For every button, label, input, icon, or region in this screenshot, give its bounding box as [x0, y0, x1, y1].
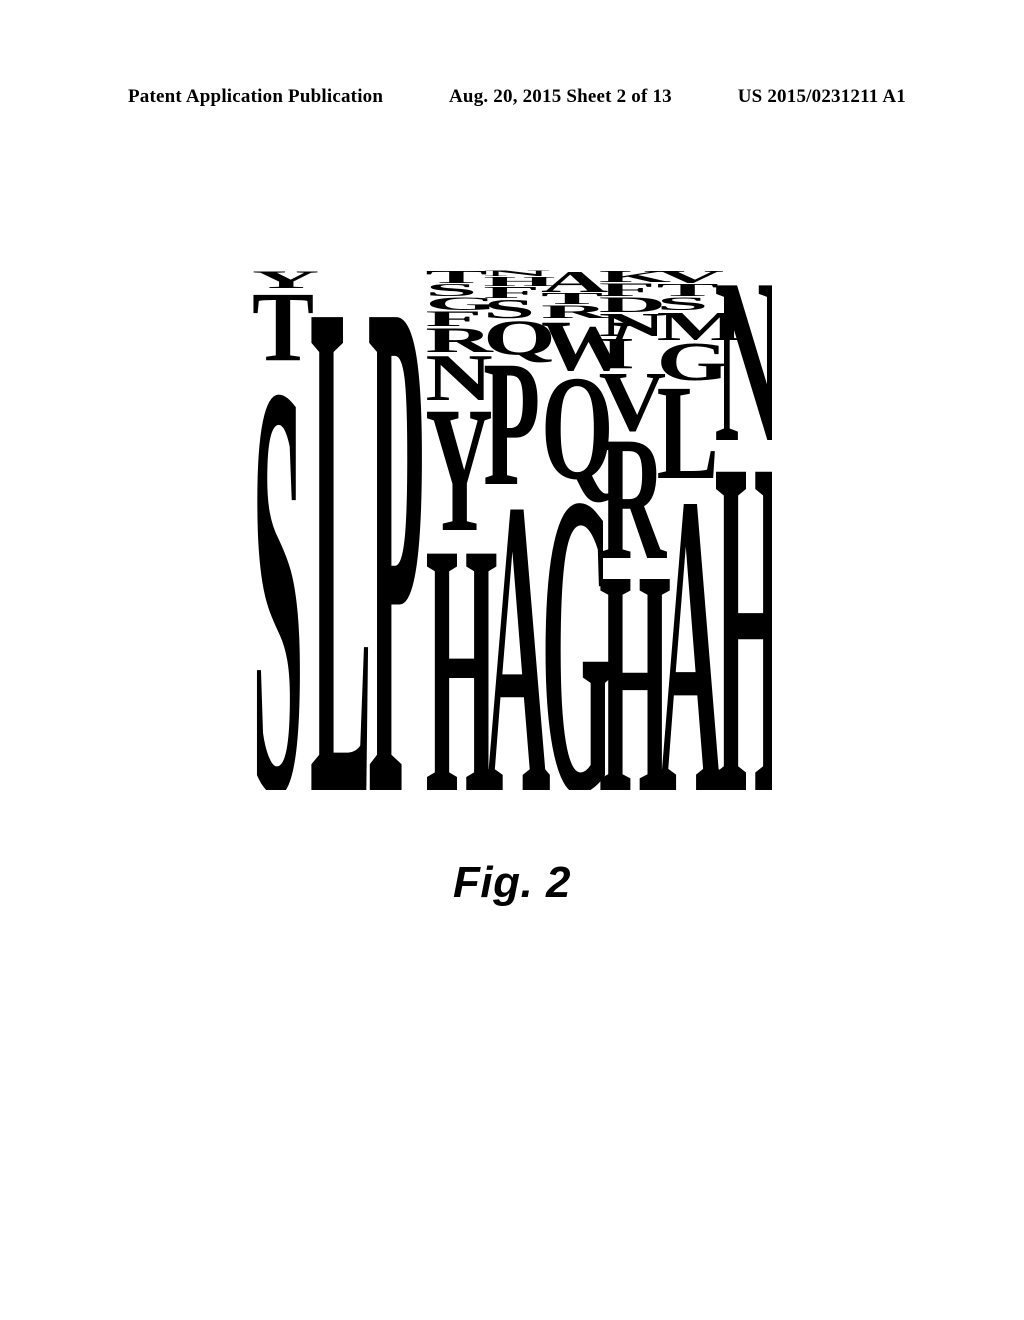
header-right: US 2015/0231211 A1: [738, 86, 906, 108]
logo-letter: L: [310, 270, 372, 790]
sequence-logo: STYLPHYNRFGSTAPQSFHNGQWRTAHRVINDFKALGMST…: [252, 270, 772, 790]
page-header: Patent Application Publication Aug. 20, …: [0, 86, 1024, 108]
logo-letter: P: [368, 270, 425, 790]
header-left: Patent Application Publication: [128, 86, 383, 108]
logo-letter: N: [714, 270, 772, 491]
header-center: Aug. 20, 2015 Sheet 2 of 13: [449, 86, 672, 108]
logo-letter: T: [425, 270, 487, 287]
patent-page: Patent Application Publication Aug. 20, …: [0, 0, 1024, 1320]
figure-caption: Fig. 2: [0, 858, 1024, 908]
sequence-logo-svg: STYLPHYNRFGSTAPQSFHNGQWRTAHRVINDFKALGMST…: [252, 270, 772, 790]
